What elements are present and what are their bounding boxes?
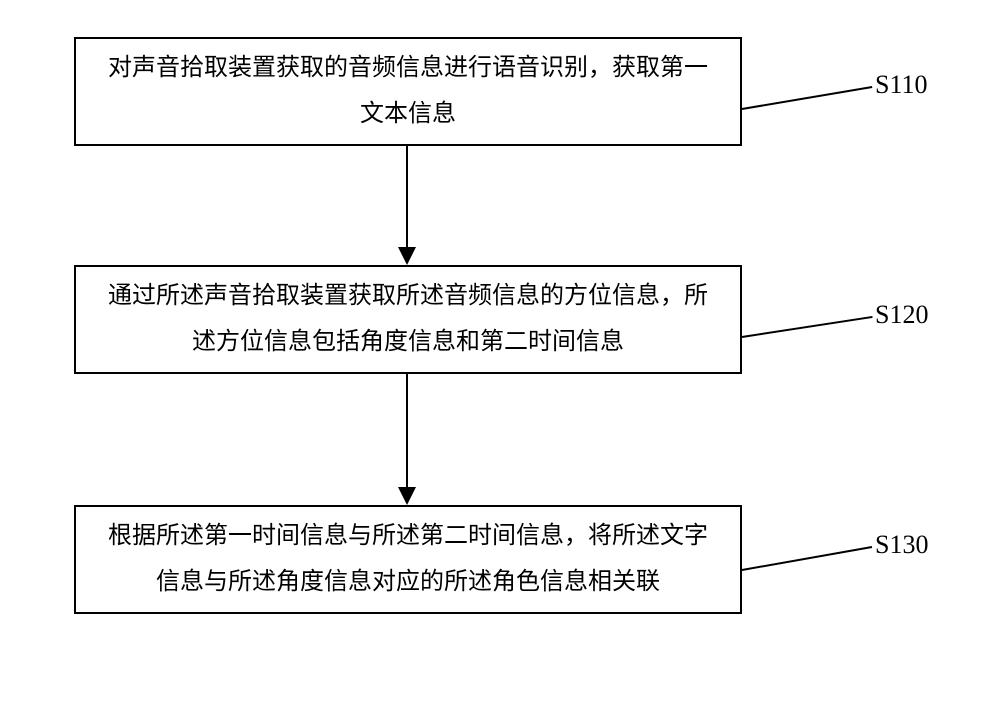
flow-step-s110: 对声音拾取装置获取的音频信息进行语音识别，获取第一文本信息 <box>74 37 742 146</box>
arrow-shaft <box>406 146 408 249</box>
flow-step-s130: 根据所述第一时间信息与所述第二时间信息，将所述文字信息与所述角度信息对应的所述角… <box>74 505 742 614</box>
flowchart-canvas: 对声音拾取装置获取的音频信息进行语音识别，获取第一文本信息通过所述声音拾取装置获… <box>0 0 1000 706</box>
leader-line <box>742 546 872 571</box>
flow-step-s120: 通过所述声音拾取装置获取所述音频信息的方位信息，所述方位信息包括角度信息和第二时… <box>74 265 742 374</box>
flow-step-text: 根据所述第一时间信息与所述第二时间信息，将所述文字信息与所述角度信息对应的所述角… <box>100 514 716 605</box>
arrow-head-icon <box>398 487 416 505</box>
flow-step-text: 通过所述声音拾取装置获取所述音频信息的方位信息，所述方位信息包括角度信息和第二时… <box>100 274 716 365</box>
leader-line <box>742 86 872 110</box>
leader-line <box>742 316 872 338</box>
step-label-s130: S130 <box>875 530 928 560</box>
step-label-s110: S110 <box>875 70 928 100</box>
arrow-head-icon <box>398 247 416 265</box>
flow-step-text: 对声音拾取装置获取的音频信息进行语音识别，获取第一文本信息 <box>100 46 716 137</box>
arrow-shaft <box>406 374 408 489</box>
step-label-s120: S120 <box>875 300 928 330</box>
